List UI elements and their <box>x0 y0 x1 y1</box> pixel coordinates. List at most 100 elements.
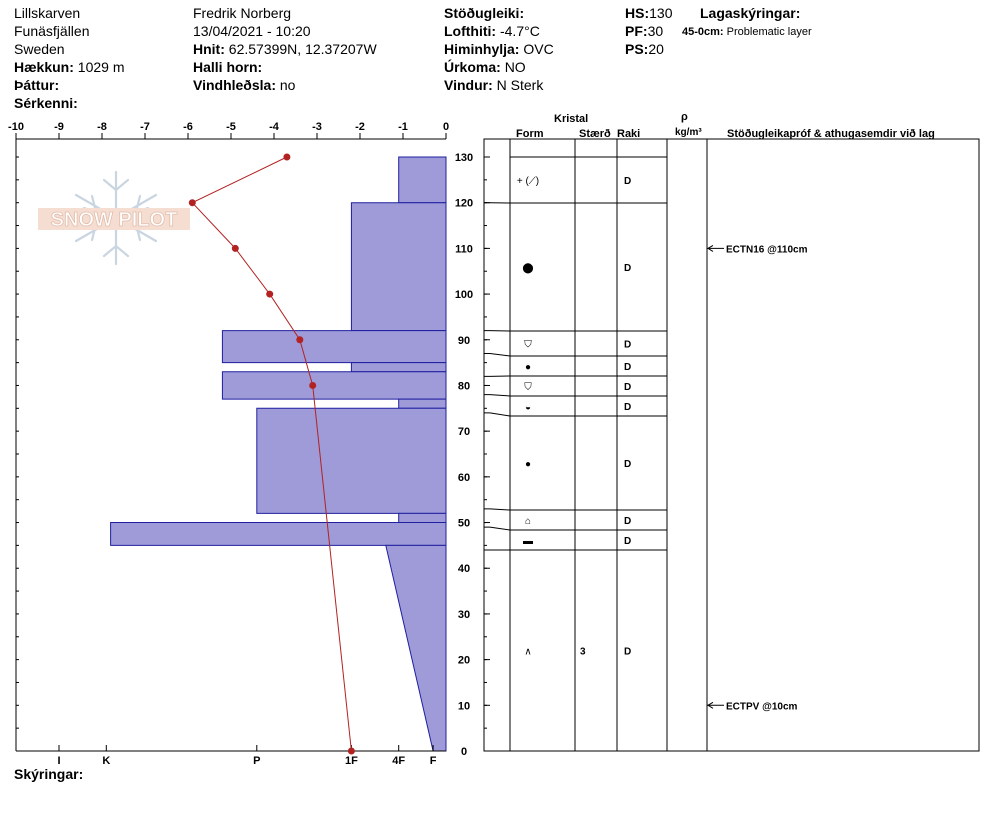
temperature-point <box>266 290 274 298</box>
moisture-value: D <box>624 263 631 274</box>
temperature-point <box>283 153 291 161</box>
location: Lillskarven <box>14 5 81 21</box>
coords-label: Hnit: <box>193 41 225 57</box>
hardness-bar <box>398 156 447 204</box>
y-tick-label: 30 <box>458 609 470 621</box>
layer-connector <box>484 394 511 397</box>
temperature-point <box>188 199 196 207</box>
hardness-bar <box>221 371 447 400</box>
hardness-bar <box>385 544 447 752</box>
hardness-bar <box>398 398 447 409</box>
tests-header: Stöðugleikapróf & athugasemdir við lag <box>727 128 935 140</box>
y-tick-label: 110 <box>455 243 473 255</box>
hardness-bar <box>398 512 447 524</box>
x-tick-label: 0 <box>443 121 449 133</box>
x-tick-label: -1 <box>398 121 408 133</box>
layer-connector <box>484 508 511 511</box>
x-tick-label: -3 <box>312 121 322 133</box>
elevation-value: 1029 m <box>77 59 125 75</box>
ps-label: PS: <box>625 41 649 57</box>
y-tick-label: 100 <box>455 289 473 301</box>
snowpilot-logo: SNOW PILOT <box>38 170 190 266</box>
windload-label: Vindhleðsla: <box>193 77 276 93</box>
moisture-value: D <box>624 362 631 373</box>
layer-table-frame <box>483 138 980 752</box>
layer-note-range: 45-0cm: <box>682 26 724 38</box>
moisture-value: D <box>624 647 631 658</box>
crystal-form-icon: ⛉ <box>524 340 532 351</box>
hs-value: 130 <box>649 5 673 21</box>
temperature-point <box>231 244 239 252</box>
slope-label: Halli horn: <box>193 59 263 75</box>
form-header: Form <box>516 128 544 140</box>
notes-label: Skýringar: <box>14 766 84 782</box>
hardness-bar <box>350 362 447 373</box>
wind-label: Vindur: <box>444 77 493 93</box>
layers-label: Lagaskýringar: <box>700 5 801 21</box>
factor-label: Þáttur: <box>14 77 60 93</box>
x-tick-label: -8 <box>97 121 107 133</box>
precip-label: Úrkoma: <box>444 59 501 75</box>
sky-value: OVC <box>523 41 554 57</box>
size-header: Stærð <box>579 128 611 140</box>
x-tick-label: -4 <box>269 121 280 133</box>
crystal-form-icon: ⌂ <box>525 516 531 527</box>
precip-value: NO <box>504 59 526 75</box>
stability-test: ECTPV @10cm <box>726 701 798 712</box>
crystal-header: Kristal <box>554 113 589 125</box>
temperature-point <box>296 336 304 344</box>
hardness-bar <box>221 330 447 364</box>
y-tick-label: 0 <box>461 746 467 758</box>
crystal-form-icon: + (⟋) <box>517 176 539 187</box>
moisture-value: D <box>624 382 631 393</box>
country: Sweden <box>14 41 65 57</box>
y-tick-label: 120 <box>455 198 473 210</box>
hardness-tick-label: 1F <box>345 755 358 767</box>
hardness-tick-label: I <box>57 755 60 767</box>
x-tick-label: -9 <box>54 121 64 133</box>
x-tick-label: -5 <box>226 121 236 133</box>
crystal-form-icon: ⬤ <box>522 263 533 274</box>
moisture-value: D <box>624 402 631 413</box>
hs-label: HS: <box>625 5 650 21</box>
hardness-tick-label: F <box>430 755 437 767</box>
layer-connector <box>484 526 511 531</box>
y-tick-label: 20 <box>458 655 470 667</box>
x-tick-label: -6 <box>183 121 193 133</box>
sky-label: Himinhylja: <box>444 41 520 57</box>
windload-value: no <box>279 77 296 93</box>
stability-label: Stöðugleiki: <box>444 5 525 21</box>
features-label: Sérkenni: <box>14 95 78 111</box>
logo-text: SNOW PILOT <box>51 209 178 231</box>
ps-value: 20 <box>648 41 664 57</box>
observer: Fredrik Norberg <box>193 5 292 21</box>
layer-connector <box>484 412 511 417</box>
crystal-form-icon: ∧ <box>524 647 531 658</box>
y-tick-label: 60 <box>458 472 470 484</box>
moisture-value: D <box>624 340 631 351</box>
airtemp-value: -4.7°C <box>499 23 540 39</box>
y-tick-label: 130 <box>455 152 473 164</box>
x-tick-label: -10 <box>8 121 24 133</box>
y-tick-label: 70 <box>458 426 470 438</box>
hardness-tick-label: P <box>253 755 260 767</box>
moisture-value: D <box>624 536 631 547</box>
temperature-point <box>347 747 355 755</box>
moisture-value: D <box>624 459 631 470</box>
test-arrow-head <box>707 701 714 709</box>
crystal-form-icon: ⛉ <box>524 382 532 393</box>
layer-note-text: Problematic layer <box>726 26 812 38</box>
y-tick-label: 80 <box>458 380 470 392</box>
hardness-tick-label: 4F <box>392 755 405 767</box>
coords-value: 62.57399N, 12.37207W <box>228 41 377 57</box>
crystal-size: 3 <box>580 647 586 658</box>
moisture-header: Raki <box>617 128 641 140</box>
layer-connector <box>484 352 511 357</box>
temperature-point <box>309 381 317 389</box>
y-tick-label: 10 <box>458 700 470 712</box>
area: Funäsfjällen <box>14 23 90 39</box>
y-tick-label: 40 <box>458 563 470 575</box>
y-tick-label: 50 <box>458 518 470 530</box>
airtemp-label: Lofthiti: <box>444 23 497 39</box>
